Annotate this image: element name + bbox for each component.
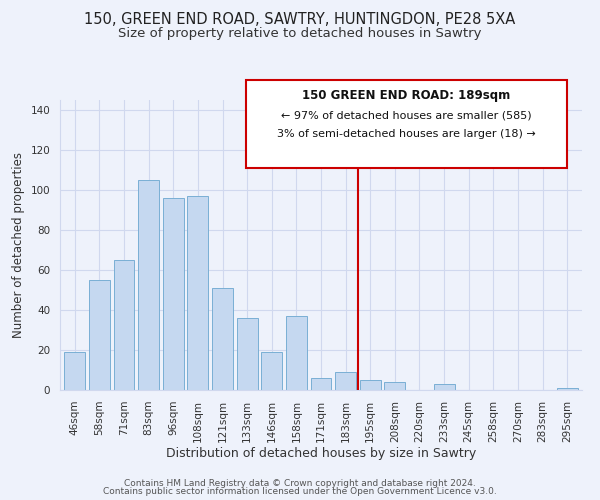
Bar (311, 378, 331, 390)
Text: Size of property relative to detached houses in Sawtry: Size of property relative to detached ho… (118, 28, 482, 40)
Text: Contains public sector information licensed under the Open Government Licence v3: Contains public sector information licen… (103, 487, 497, 496)
Bar (113, 260, 134, 390)
Bar (434, 384, 455, 390)
Bar (236, 318, 257, 390)
Text: ← 97% of detached houses are smaller (585): ← 97% of detached houses are smaller (58… (281, 110, 532, 120)
Bar (335, 372, 356, 390)
Text: 150, GREEN END ROAD, SAWTRY, HUNTINGDON, PE28 5XA: 150, GREEN END ROAD, SAWTRY, HUNTINGDON,… (85, 12, 515, 28)
Bar (286, 316, 307, 390)
Bar (261, 352, 282, 390)
Bar (557, 388, 578, 390)
Text: 150 GREEN END ROAD: 189sqm: 150 GREEN END ROAD: 189sqm (302, 89, 511, 102)
X-axis label: Distribution of detached houses by size in Sawtry: Distribution of detached houses by size … (166, 448, 476, 460)
Y-axis label: Number of detached properties: Number of detached properties (12, 152, 25, 338)
Bar (385, 382, 406, 390)
Text: Contains HM Land Registry data © Crown copyright and database right 2024.: Contains HM Land Registry data © Crown c… (124, 478, 476, 488)
Bar (212, 288, 233, 390)
Text: 3% of semi-detached houses are larger (18) →: 3% of semi-detached houses are larger (1… (277, 129, 536, 139)
Bar (64, 352, 85, 390)
Bar (360, 380, 381, 390)
Bar (163, 198, 184, 390)
Bar (187, 196, 208, 390)
Bar (138, 180, 159, 390)
Bar (89, 280, 110, 390)
